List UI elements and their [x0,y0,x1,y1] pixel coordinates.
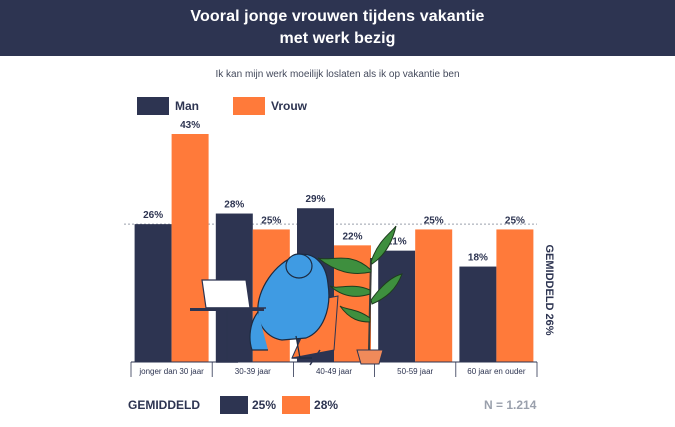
bar-value-label: 25% [505,215,525,226]
bar-value-label: 18% [468,253,488,264]
category-tick-label: 50-59 jaar [397,367,433,376]
bar-man [459,266,497,362]
bar-value-label: 22% [342,231,362,242]
footer-swatch-man [220,396,248,414]
bar-value-label: 26% [143,210,163,221]
bar-value-label: 25% [424,215,444,226]
bar-value-label: 25% [261,215,281,226]
footer-vrouw-value: 28% [314,398,339,412]
title-band: Vooral jonge vrouwen tijdens vakantie me… [0,0,675,56]
bar-value-label: 28% [224,200,244,211]
bar-man [134,224,172,362]
legend: Man Vrouw [137,96,341,116]
category-tick-label: 60 jaar en ouder [467,367,526,376]
footer-average: GEMIDDELD 25% 28% [128,395,344,415]
sample-size-label: N = 1.214 [484,398,537,412]
footer-swatch-vrouw [282,396,311,414]
chart-subtitle: Ik kan mijn werk moeilijk loslaten als i… [215,69,460,80]
bar-vrouw [496,229,534,362]
bar-vrouw [171,134,209,362]
legend-label-man: Man [175,99,199,113]
footer-man-value: 25% [252,398,277,412]
legend-label-vrouw: Vrouw [271,99,308,113]
bar-value-label: 29% [305,194,325,205]
legend-swatch-vrouw [233,97,265,115]
average-reference-label: GEMIDDELD 26% [543,244,555,335]
person-working-laptop-with-plant-illustration [190,225,403,366]
bar-value-label: 43% [180,120,200,131]
chart-title-line-2: met werk bezig [279,30,396,47]
footer-average-label: GEMIDDELD [128,398,200,412]
legend-swatch-man [137,97,169,115]
bar-man [378,250,416,362]
category-tick-label: 30-39 jaar [235,367,271,376]
category-tick-label: jonger dan 30 jaar [138,367,204,376]
chart-title-line-1: Vooral jonge vrouwen tijdens vakantie [190,8,485,25]
category-tick-label: 40-49 jaar [316,367,352,376]
bar-vrouw [415,229,453,362]
bar-value-label: 21% [387,237,407,248]
